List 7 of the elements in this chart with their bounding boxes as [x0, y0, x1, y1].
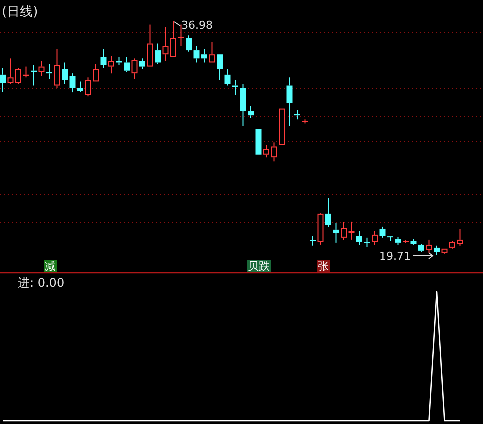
annotation: 36.98	[182, 19, 213, 32]
text: 贝跌	[248, 260, 270, 273]
chart-title: (日线)	[2, 5, 38, 20]
text: 减	[45, 260, 56, 273]
text: 张	[318, 260, 329, 273]
chart-title: 进: 0.00	[18, 276, 65, 290]
annotation: 19.71	[380, 250, 411, 263]
